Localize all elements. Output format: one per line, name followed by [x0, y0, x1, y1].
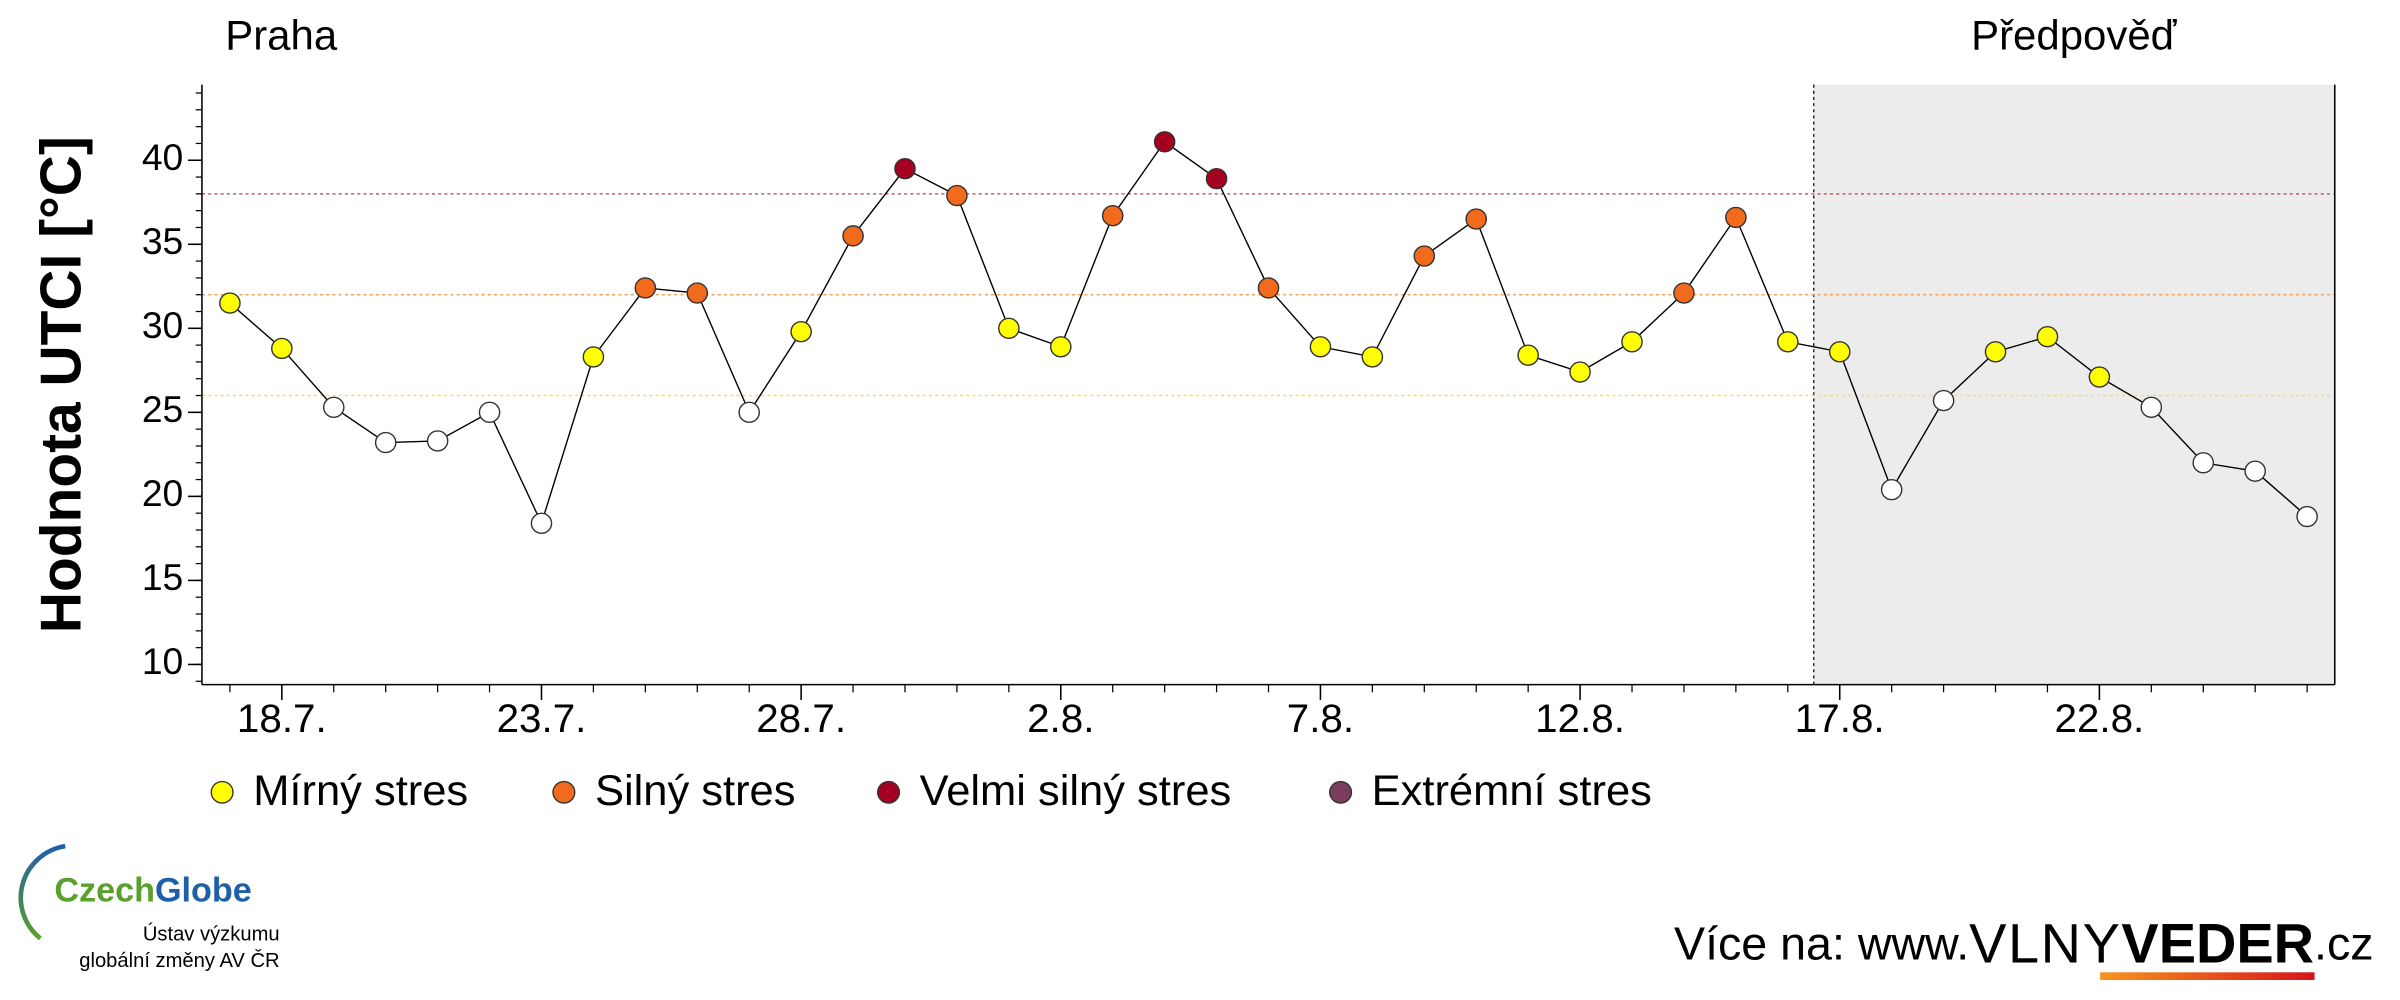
data-point — [530, 512, 553, 534]
logo-text: CzechGlobe — [54, 871, 251, 909]
data-point — [1517, 344, 1539, 366]
legend-item: Mírný stres — [210, 767, 468, 815]
data-point — [686, 282, 709, 304]
legend-swatch — [210, 780, 234, 804]
footer-link[interactable]: Více na: www.VLNYVEDER.cz — [1674, 913, 2374, 975]
y-tick-label: 20 — [142, 472, 183, 514]
x-tick-label: 23.7. — [497, 696, 587, 741]
forecast-label: Předpověď — [1971, 12, 2178, 59]
footer-underline — [2100, 972, 2315, 980]
data-point — [738, 401, 760, 424]
data-point — [1361, 346, 1384, 368]
x-tick-label: 2.8. — [1027, 696, 1094, 741]
data-point — [842, 225, 864, 247]
logo-globe: Globe — [155, 871, 252, 909]
legend-label: Mírný stres — [253, 767, 468, 815]
y-tick-label: 10 — [142, 640, 183, 682]
footer-vlny: VLNY — [1969, 913, 2121, 975]
data-point — [1621, 331, 1643, 353]
x-tick-label: 12.8. — [1535, 696, 1625, 741]
data-point — [1101, 205, 1124, 227]
data-point — [1673, 282, 1695, 304]
data-point — [894, 157, 916, 180]
logo-arc — [18, 843, 66, 941]
data-point — [271, 337, 293, 360]
legend-item: Velmi silný stres — [876, 767, 1232, 815]
legend-label: Silný stres — [595, 767, 796, 815]
data-point — [1049, 336, 1072, 358]
x-tick-label: 22.8. — [2054, 696, 2144, 741]
x-tick-label: 17.8. — [1795, 696, 1885, 741]
data-point — [790, 320, 812, 343]
forecast-background — [1813, 84, 2335, 685]
logo-line: globální změny AV ČR — [79, 949, 279, 972]
data-point — [946, 184, 968, 207]
data-point — [1465, 208, 1488, 230]
footer-prefix: Více na: www. — [1674, 918, 1969, 970]
footer-suffix: .cz — [2314, 918, 2374, 970]
data-point — [426, 430, 449, 452]
chart-title: Praha — [225, 12, 338, 59]
data-point — [2036, 326, 2059, 348]
data-point — [2296, 505, 2318, 528]
data-point — [1932, 389, 1955, 412]
legend-item: Extrémní stres — [1329, 767, 1652, 815]
legend-swatch — [552, 780, 576, 804]
data-point — [1309, 336, 1332, 358]
x-tick-label: 18.7. — [237, 696, 327, 741]
y-tick-label: 25 — [142, 388, 183, 430]
data-point — [478, 401, 501, 424]
data-point — [1153, 131, 1176, 153]
data-point — [1880, 478, 1903, 501]
legend-label: Velmi silný stres — [920, 767, 1232, 815]
y-tick-label: 30 — [142, 304, 183, 346]
data-point — [1257, 277, 1280, 299]
legend-label: Extrémní stres — [1372, 767, 1652, 815]
data-point — [374, 431, 397, 454]
data-point — [1413, 245, 1436, 267]
data-point — [634, 277, 657, 299]
y-tick-label: 35 — [142, 220, 183, 262]
x-tick-label: 28.7. — [756, 696, 846, 741]
data-point — [1569, 361, 1591, 383]
data-point — [998, 317, 1020, 340]
data-point — [219, 292, 241, 314]
data-point — [1725, 206, 1747, 229]
y-axis-label: Hodnota UTCI [°C] — [29, 136, 93, 633]
data-point — [1828, 341, 1851, 363]
logo-czech: Czech — [54, 871, 155, 909]
y-tick-label: 15 — [142, 556, 183, 598]
legend-swatch — [876, 780, 901, 804]
footer-veder: VEDER — [2121, 913, 2314, 975]
data-point — [2140, 396, 2163, 418]
data-point — [2244, 460, 2266, 482]
data-point — [322, 396, 345, 418]
y-tick-label: 40 — [142, 136, 183, 178]
data-point — [582, 346, 605, 368]
data-point — [1777, 331, 1799, 353]
data-point — [1984, 341, 2007, 363]
logo: CzechGlobe Ústav výzkumu globální změny … — [18, 843, 280, 972]
legend-swatch — [1329, 780, 1353, 804]
data-point — [2192, 452, 2215, 474]
data-point — [1205, 168, 1228, 190]
logo-line: Ústav výzkumu — [143, 923, 280, 946]
x-tick-label: 7.8. — [1287, 696, 1354, 741]
data-point — [2088, 366, 2111, 388]
legend-item: Silný stres — [552, 767, 796, 815]
